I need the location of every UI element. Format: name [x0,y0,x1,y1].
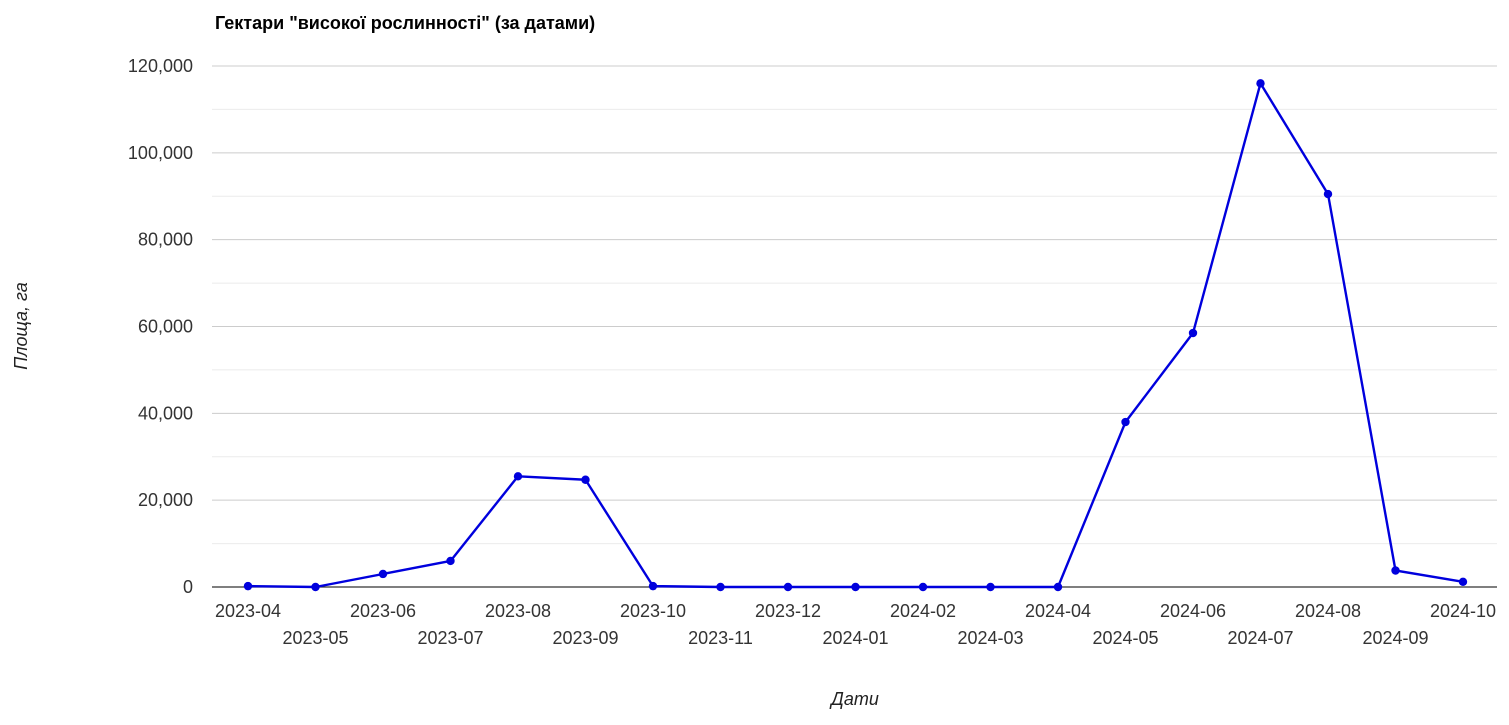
chart-title: Гектари "високої рослинності" (за датами… [215,13,596,33]
x-tick-label: 2024-03 [957,628,1023,648]
series-line [247,82,1464,589]
data-point [986,582,995,592]
data-point [1323,189,1333,199]
data-point [1121,417,1130,427]
data-point [311,582,320,592]
data-point [513,472,523,481]
y-axis-title: Площа, га [11,282,31,369]
data-point [243,581,253,591]
x-tick-label: 2024-08 [1295,601,1361,621]
x-axis-title: Дати [829,689,879,709]
x-tick-label: 2023-05 [282,628,348,648]
data-point [851,582,860,592]
data-point [1256,79,1265,88]
y-tick-label: 120,000 [128,56,193,76]
x-tick-label: 2024-05 [1092,628,1158,648]
x-tick-label: 2024-07 [1227,628,1293,648]
x-tick-label: 2023-08 [485,601,551,621]
y-tick-label: 0 [183,577,193,597]
x-tick-label: 2023-10 [620,601,686,621]
x-tick-label: 2024-02 [890,601,956,621]
y-tick-label: 20,000 [138,490,193,510]
x-tick-label: 2023-11 [688,628,753,648]
x-tick-label: 2023-06 [350,601,416,621]
y-tick-label: 60,000 [138,317,193,337]
data-point [378,569,388,579]
x-tick-label: 2023-12 [755,601,821,621]
x-tick-label: 2024-04 [1025,601,1091,621]
data-point [1053,582,1063,592]
y-tick-label: 40,000 [138,403,193,423]
data-point [918,582,928,592]
x-tick-label: 2023-04 [215,601,281,621]
x-tick-label: 2024-01 [822,628,888,648]
data-point [783,582,793,592]
x-tick-label: 2024-09 [1362,628,1428,648]
y-tick-label: 100,000 [128,143,193,163]
data-point [446,556,455,566]
data-point [1458,577,1468,586]
data-point [1188,328,1198,338]
x-tick-label: 2023-07 [417,628,483,648]
data-point [581,475,590,484]
data-point [716,582,725,592]
x-tick-label: 2024-06 [1160,601,1226,621]
y-tick-label: 80,000 [138,230,193,250]
x-tick-label: 2023-09 [552,628,618,648]
data-point [1391,566,1400,575]
data-point [648,581,658,591]
x-tick-label: 2024-10 [1430,601,1496,621]
